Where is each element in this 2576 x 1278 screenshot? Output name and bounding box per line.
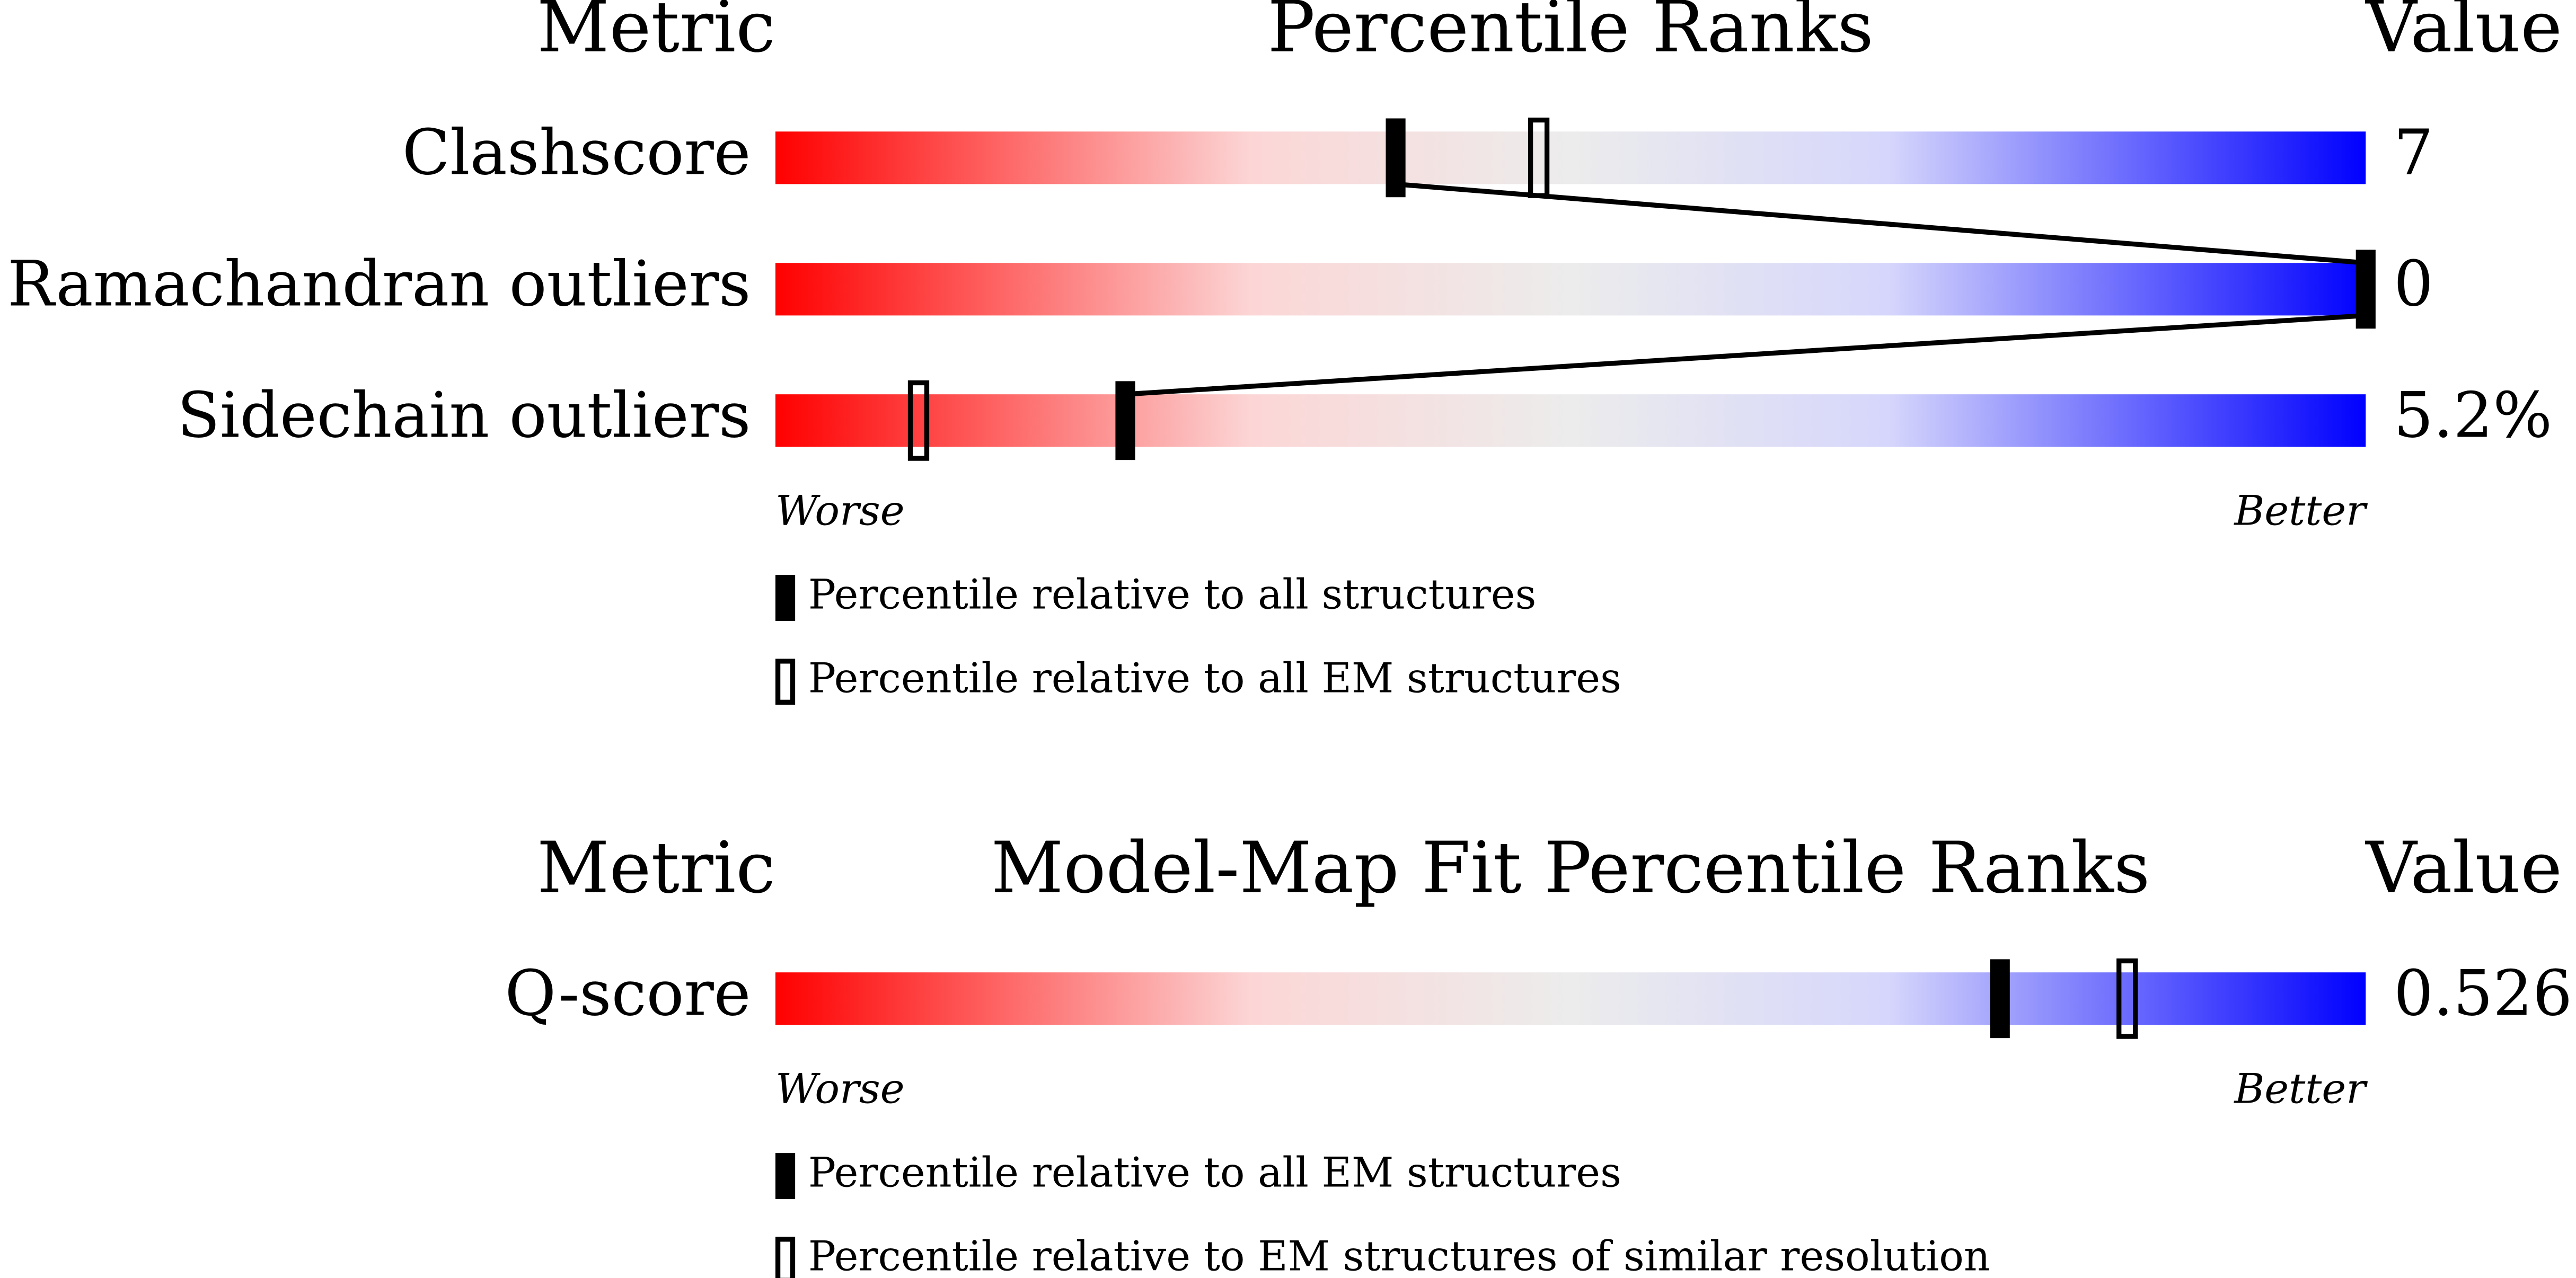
header-value: Value bbox=[2365, 0, 2562, 68]
slider-bar bbox=[775, 972, 2366, 1025]
metric-name: Sidechain outliers bbox=[177, 379, 751, 451]
marker-all bbox=[1115, 381, 1135, 460]
legend-key-open bbox=[775, 659, 796, 705]
legend-key-open bbox=[775, 1237, 796, 1278]
marker-em bbox=[907, 380, 930, 461]
header-metric: Metric bbox=[537, 827, 775, 909]
legend-text: Percentile relative to EM structures of … bbox=[808, 1233, 1990, 1278]
header-ranks: Model-Map Fit Percentile Ranks bbox=[991, 827, 2150, 909]
legend-text: Percentile relative to all EM structures bbox=[808, 1149, 1621, 1197]
worse-label: Worse bbox=[775, 1065, 905, 1113]
legend-text: Percentile relative to all structures bbox=[808, 571, 1536, 619]
legend-key-filled bbox=[775, 575, 796, 621]
marker-em bbox=[2116, 958, 2138, 1039]
metric-value: 0 bbox=[2394, 247, 2433, 320]
slider-bar bbox=[775, 263, 2366, 316]
better-label: Better bbox=[2233, 487, 2368, 535]
metric-value: 5.2% bbox=[2394, 379, 2552, 451]
legend-text: Percentile relative to all EM structures bbox=[808, 655, 1621, 703]
slider-bar bbox=[775, 394, 2366, 447]
worse-label: Worse bbox=[775, 487, 905, 535]
header-value: Value bbox=[2365, 827, 2562, 909]
metric-value: 0.526 bbox=[2394, 957, 2572, 1030]
marker-all bbox=[1990, 959, 2010, 1039]
metric-value: 7 bbox=[2394, 116, 2433, 189]
header-metric: Metric bbox=[537, 0, 775, 68]
header-ranks: Percentile Ranks bbox=[1267, 0, 1873, 68]
metric-name: Q-score bbox=[505, 957, 751, 1030]
connector bbox=[1395, 181, 2366, 265]
slider-bar bbox=[775, 131, 2366, 184]
metric-name: Ramachandran outliers bbox=[7, 247, 751, 320]
better-label: Better bbox=[2233, 1065, 2368, 1113]
legend-key-filled bbox=[775, 1153, 796, 1199]
metric-name: Clashscore bbox=[402, 116, 751, 189]
connector bbox=[1125, 313, 2366, 397]
